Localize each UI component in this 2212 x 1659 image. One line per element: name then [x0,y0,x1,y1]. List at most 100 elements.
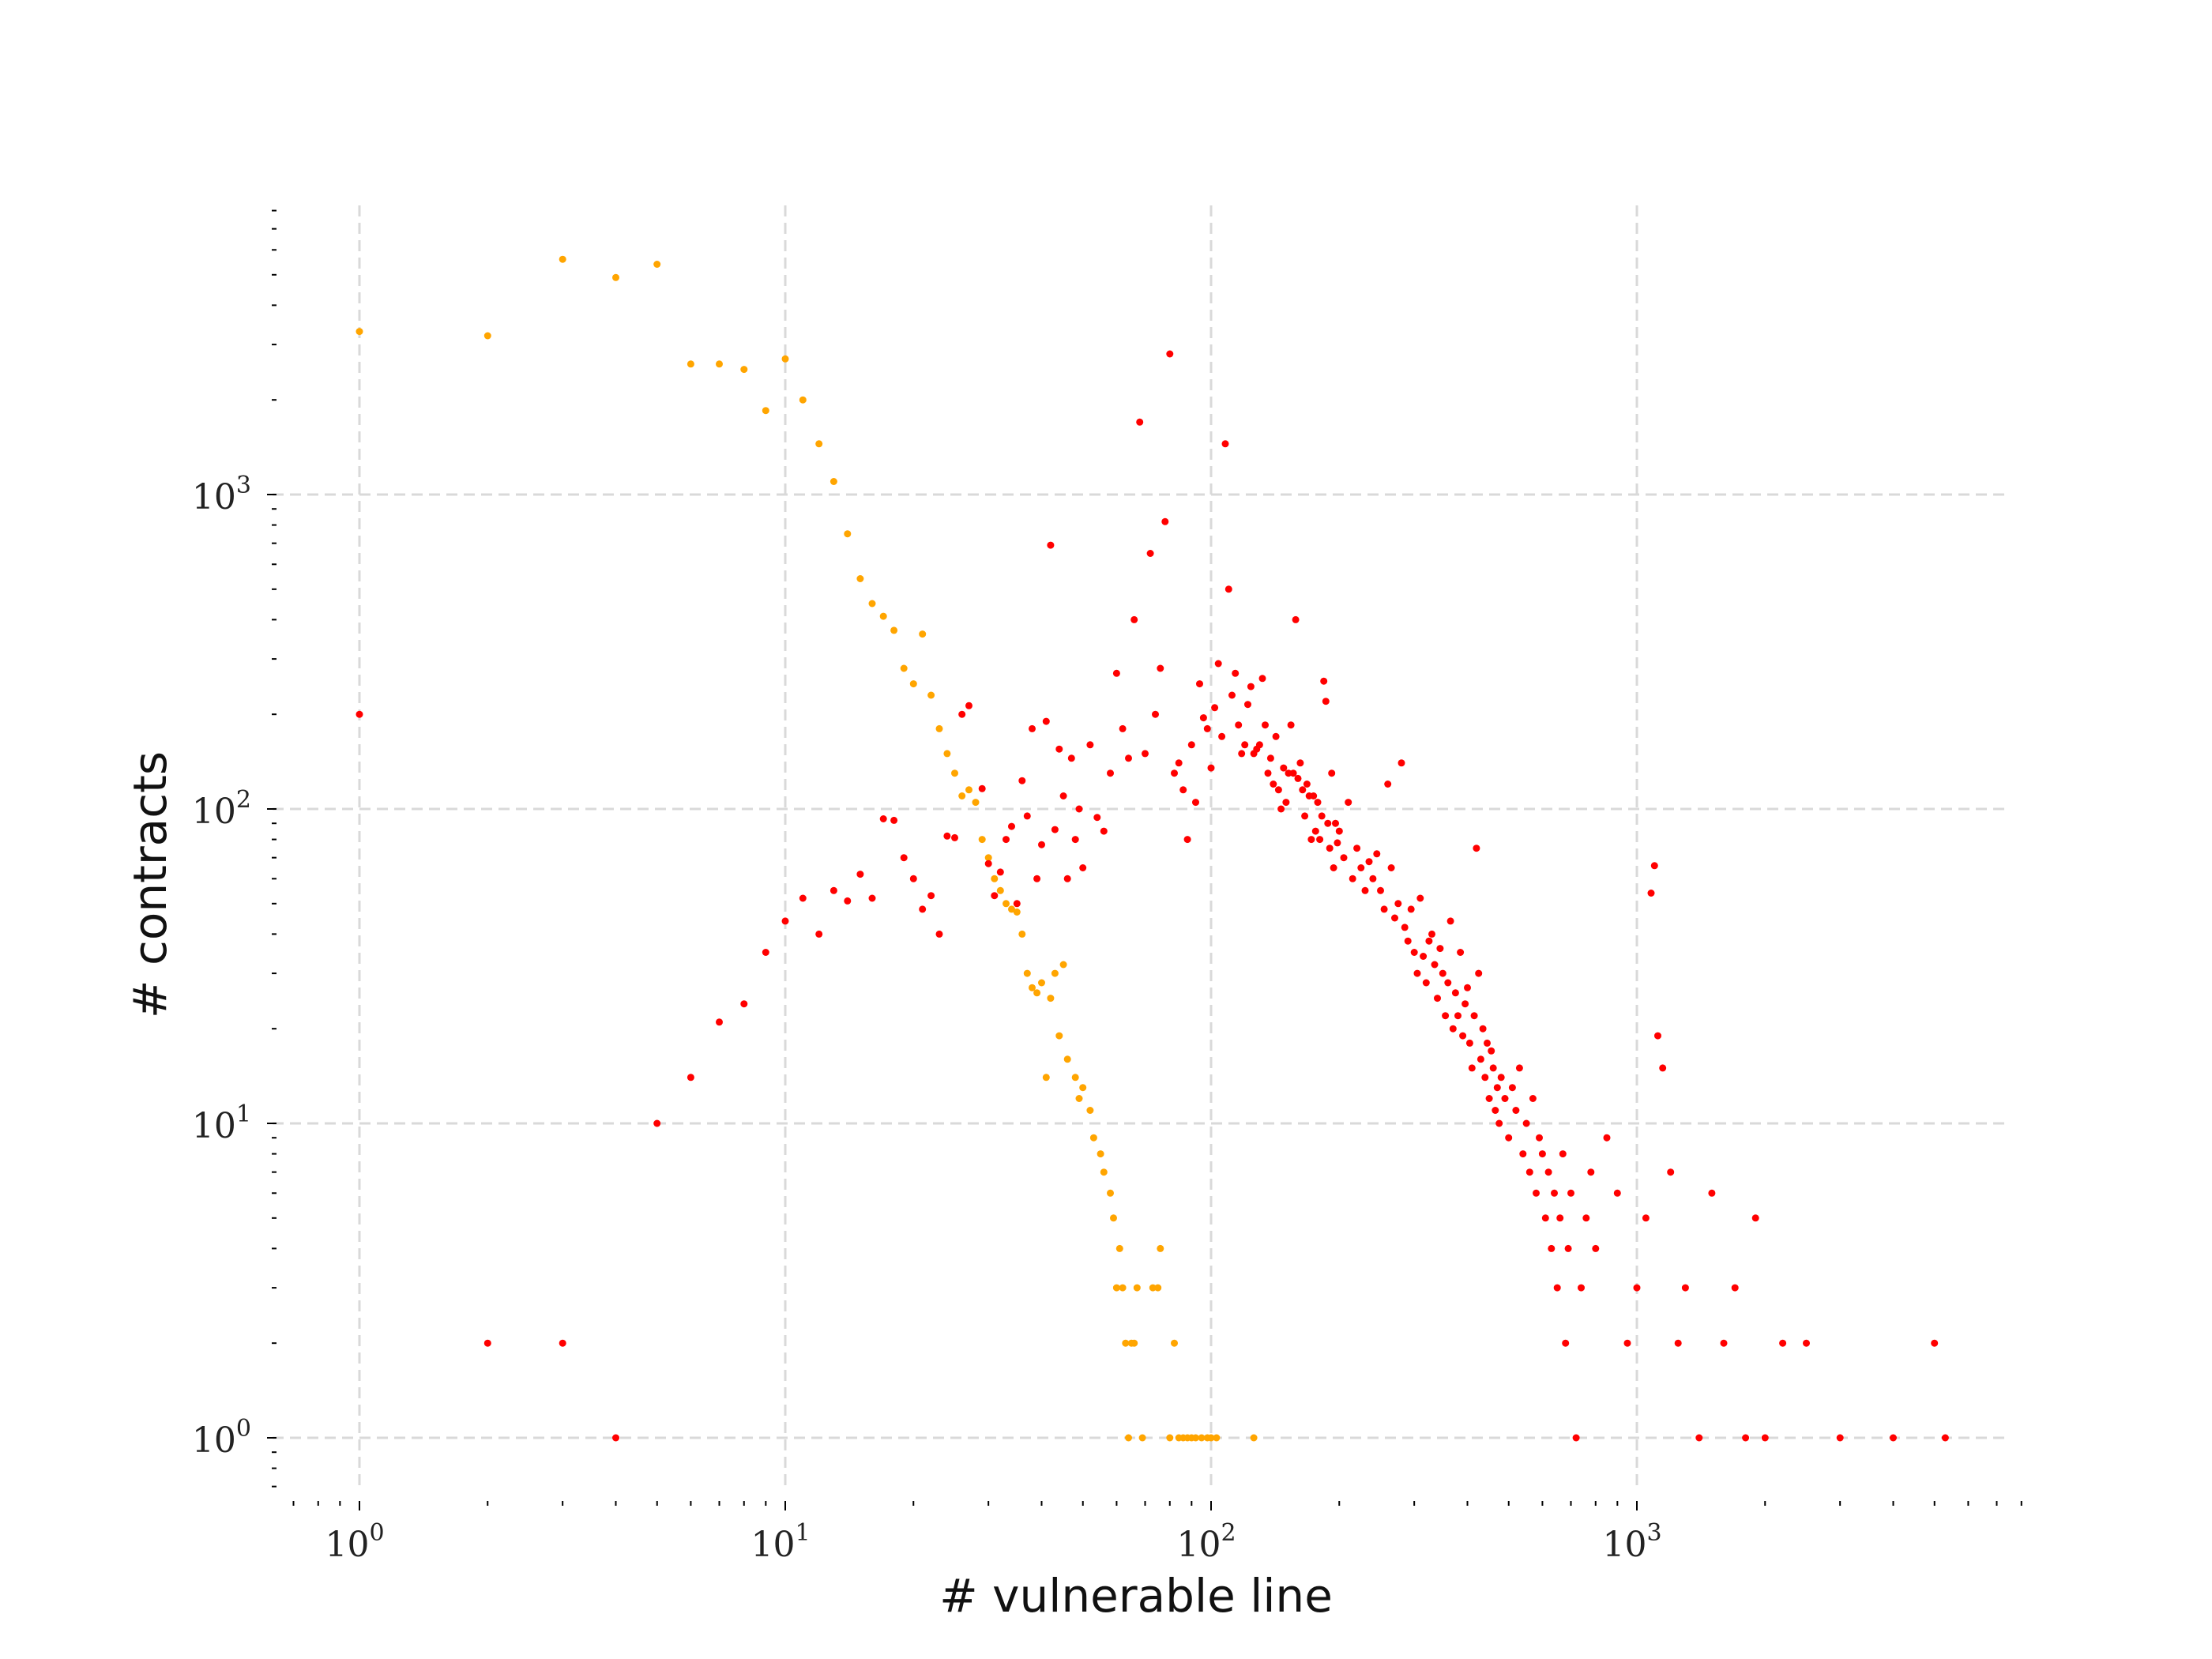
red-point [1247,683,1255,690]
red-point [1489,1064,1497,1072]
red-point [1228,691,1236,699]
orange-point [943,750,951,758]
red-point [1533,1189,1540,1197]
red-point [1232,669,1240,677]
orange-point [781,355,789,363]
red-point [1042,717,1050,725]
red-point [1322,698,1330,705]
red-point [1647,890,1655,897]
red-point [927,892,935,900]
red-point [1262,721,1269,729]
red-point [483,1339,491,1347]
red-point [1505,1134,1513,1142]
red-point [1479,1025,1487,1033]
red-point [1340,854,1348,862]
red-point [1311,827,1319,835]
red-point [1613,1189,1621,1197]
red-point [1497,1074,1505,1082]
red-point [653,1119,661,1127]
red-point [1211,704,1219,712]
orange-point [1107,1189,1114,1197]
red-point [1422,979,1430,987]
orange-point [1055,1032,1063,1040]
red-point [1681,1284,1689,1292]
orange-point [1133,1284,1141,1292]
orange-point [935,724,943,732]
red-point [1559,1150,1567,1158]
red-point [1398,759,1405,767]
orange-point [1097,1150,1104,1158]
red-point [1166,350,1174,358]
red-point [1659,1064,1667,1072]
red-point [1538,1150,1546,1158]
red-point [1328,769,1336,777]
red-point [1075,805,1083,813]
orange-point [740,366,748,374]
red-point [1187,741,1195,749]
red-point [1407,905,1415,913]
red-point [958,710,966,718]
red-point [1436,945,1444,953]
red-point [1349,875,1356,882]
red-point [1548,1244,1556,1252]
red-point [1255,741,1263,749]
red-point [1310,792,1318,799]
orange-point [612,273,619,281]
red-point [815,930,823,938]
red-point [1564,1244,1572,1252]
red-point [781,917,789,925]
orange-point [483,332,491,340]
red-point [1434,995,1441,1003]
red-point [1836,1434,1844,1442]
orange-point [927,691,935,699]
y-tick-label: 101 [192,1100,251,1146]
red-point [1318,812,1326,820]
red-point [1420,953,1428,960]
red-point [1457,949,1465,956]
red-point [1314,799,1322,807]
red-point [1289,769,1297,777]
red-point [1332,819,1339,827]
red-point [1270,781,1277,788]
orange-point [890,626,898,634]
red-point [1199,714,1207,722]
red-point [1779,1339,1787,1347]
red-point [1413,969,1421,977]
red-point [1562,1339,1570,1347]
orange-point [1154,1284,1162,1292]
red-point [1525,1168,1533,1176]
orange-point [868,600,876,608]
orange-point [996,886,1004,894]
red-point [1384,781,1392,788]
red-point [1449,1025,1457,1033]
series-red [356,350,1949,1442]
red-point [1642,1214,1650,1222]
orange-point [1003,900,1010,908]
red-point [1501,1095,1509,1102]
orange-point [1122,1339,1130,1347]
x-tick-label: 103 [1602,1519,1661,1565]
orange-point [1100,1168,1108,1176]
y-tick-label: 103 [192,472,251,517]
red-point [1416,894,1424,902]
orange-point [1075,1095,1083,1102]
red-point [1941,1434,1949,1442]
red-point [1731,1284,1739,1292]
orange-point [1023,969,1031,977]
red-point [1529,1095,1537,1102]
red-point [909,875,917,882]
red-point [1112,669,1120,677]
red-point [1444,979,1452,987]
red-point [1100,827,1108,835]
red-point [1803,1339,1810,1347]
red-point [1462,1000,1469,1008]
orange-point [716,360,723,368]
red-point [1235,721,1243,729]
red-point [1142,750,1149,758]
orange-point [1008,905,1015,913]
red-point [1299,786,1307,794]
red-point [1324,819,1332,827]
red-point [1277,805,1285,813]
orange-point [1089,1134,1097,1142]
orange-point [1192,1434,1199,1442]
